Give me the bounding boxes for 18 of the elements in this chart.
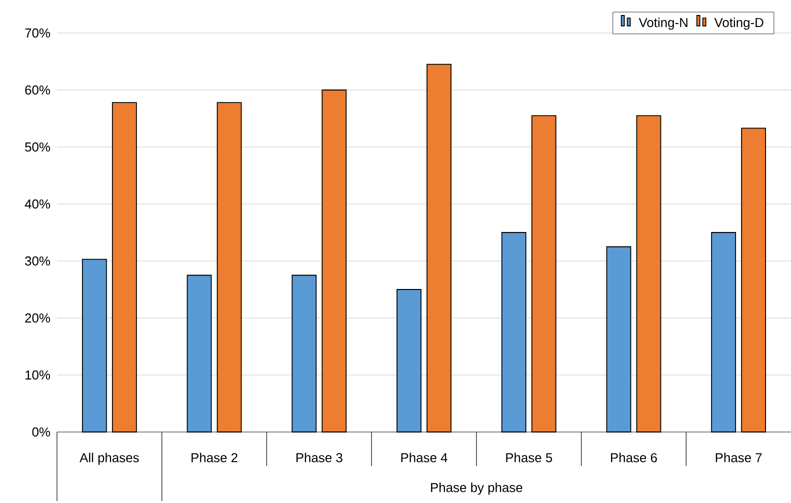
x-tick-label: Phase 7 — [716, 452, 762, 462]
y-tick-label: 50% — [25, 142, 50, 152]
y-tick-label: 10% — [26, 370, 50, 380]
x-tick-label: Phase 4 — [401, 452, 448, 462]
x-tick-label: All phases — [80, 452, 139, 465]
x-axis-title: Phase by phase — [431, 482, 522, 495]
y-tick-label: 70% — [25, 28, 50, 38]
y-tick-label: 40% — [24, 199, 50, 209]
y-tick-label: 60% — [25, 85, 50, 95]
y-tick-label: 20% — [25, 313, 50, 323]
x-tick-label: Phase 3 — [296, 452, 342, 462]
legend-label: Voting-N — [638, 18, 688, 30]
y-tick-label: 30% — [25, 256, 50, 266]
x-tick-label: Phase 6 — [611, 452, 657, 462]
legend-label: Voting-D — [714, 18, 764, 30]
x-tick-label: Phase 5 — [506, 452, 552, 462]
x-tick-label: Phase 2 — [192, 452, 238, 462]
y-tick-label: 0% — [32, 427, 50, 437]
